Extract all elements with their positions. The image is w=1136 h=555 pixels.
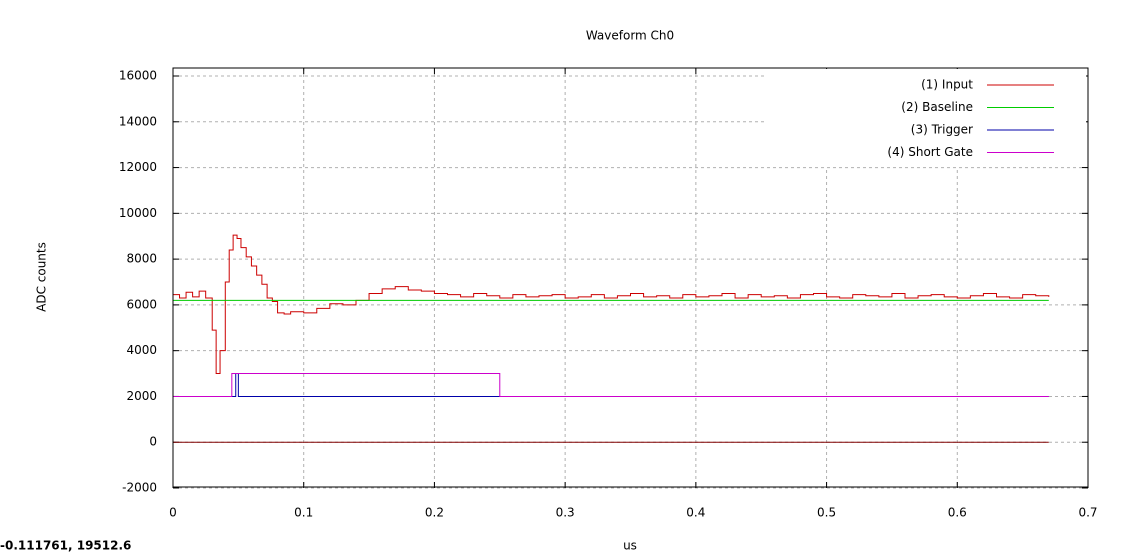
series-line: [173, 234, 1050, 375]
x-tick-label: 0.7: [1078, 506, 1097, 520]
x-tick-label: 0.1: [294, 506, 313, 520]
legend-label: (3) Trigger: [911, 123, 973, 137]
legend-label: (1) Input: [921, 78, 973, 92]
y-tick-label: 0: [149, 435, 157, 449]
x-tick-label: 0.5: [817, 506, 836, 520]
x-tick-label: 0.4: [686, 506, 705, 520]
y-tick-label: 10000: [119, 206, 157, 220]
y-tick-label: 14000: [119, 114, 157, 128]
x-axis-label: us: [623, 539, 637, 553]
cursor-readout: -0.111761, 19512.6: [0, 539, 131, 553]
y-tick-label: 16000: [119, 69, 157, 83]
y-tick-label: 2000: [126, 389, 157, 403]
series-line: [173, 373, 1049, 397]
legend-label: (2) Baseline: [901, 100, 973, 114]
x-tick-label: 0.3: [556, 506, 575, 520]
y-tick-label: 8000: [126, 252, 157, 266]
x-tick-label: 0.2: [425, 506, 444, 520]
chart-title: Waveform Ch0: [586, 29, 674, 43]
y-tick-label: 6000: [126, 297, 157, 311]
y-tick-label: 4000: [126, 343, 157, 357]
legend-label: (4) Short Gate: [887, 145, 973, 159]
series-line: [173, 373, 1049, 397]
x-tick-label: 0: [169, 506, 177, 520]
y-tick-label: -2000: [122, 481, 157, 495]
y-axis-label: ADC counts: [35, 242, 49, 312]
plot-frame: [172, 67, 1089, 488]
x-tick-label: 0.6: [948, 506, 967, 520]
y-tick-label: 12000: [119, 160, 157, 174]
